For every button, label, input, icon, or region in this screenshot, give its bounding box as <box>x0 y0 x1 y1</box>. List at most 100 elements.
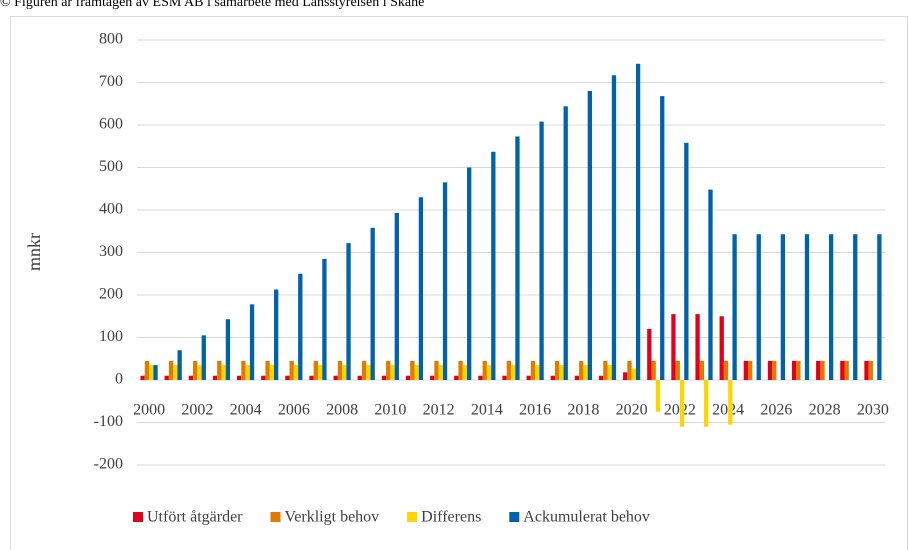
legend-label: Ackumulerat behov <box>523 509 650 526</box>
bar <box>249 304 255 380</box>
bar <box>390 365 395 380</box>
legend-label: Differens <box>421 509 481 526</box>
bar <box>467 167 472 380</box>
bar <box>554 360 560 380</box>
bar <box>381 375 387 380</box>
bar <box>486 365 492 380</box>
bar <box>269 365 275 380</box>
bar <box>298 273 303 380</box>
bar <box>675 360 680 380</box>
bar <box>405 375 411 380</box>
bar <box>221 365 226 380</box>
bar <box>462 365 468 380</box>
bar <box>791 360 797 380</box>
bar <box>430 375 435 380</box>
bar <box>864 360 869 380</box>
x-tick-label: 2010 <box>374 402 406 419</box>
bar <box>274 289 279 380</box>
bar <box>212 375 218 380</box>
x-tick-label: 2018 <box>567 402 599 419</box>
bar <box>550 375 555 380</box>
bar <box>828 234 834 380</box>
y-tick-label: -100 <box>94 413 123 430</box>
bar <box>293 365 299 380</box>
bar <box>623 372 628 380</box>
bar <box>370 227 375 380</box>
bar <box>386 360 391 380</box>
bar <box>511 365 516 380</box>
bar <box>502 375 507 380</box>
bar <box>804 234 810 380</box>
bar <box>225 319 231 380</box>
bar <box>756 234 761 380</box>
bar <box>723 360 729 380</box>
bar <box>342 365 347 380</box>
bar <box>361 360 367 380</box>
bar <box>414 365 419 380</box>
bar <box>651 360 656 380</box>
bar <box>695 314 700 380</box>
bar <box>193 360 198 380</box>
bar <box>309 375 314 380</box>
y-tick-label: 200 <box>99 286 123 303</box>
bar <box>583 365 588 380</box>
bar <box>144 360 150 380</box>
bar <box>366 365 371 380</box>
bar <box>149 365 154 380</box>
bar <box>177 350 182 380</box>
legend-label: Utfört åtgärder <box>147 509 243 526</box>
bar <box>168 360 174 380</box>
bar <box>728 380 733 425</box>
x-tick-label: 2016 <box>519 402 551 419</box>
bar <box>530 360 536 380</box>
bar <box>747 360 753 380</box>
bar <box>394 212 399 380</box>
bar <box>631 368 636 380</box>
x-tick-label: 2014 <box>471 402 503 419</box>
bar <box>796 360 801 380</box>
bar <box>660 96 665 380</box>
chart-border <box>10 16 908 550</box>
y-tick-label: 0 <box>115 371 123 388</box>
bar <box>410 360 415 380</box>
legend-swatch <box>509 512 520 522</box>
x-tick-label: 2004 <box>230 402 262 419</box>
legend-swatch <box>133 512 143 522</box>
bar <box>767 360 773 380</box>
y-tick-label: 400 <box>99 201 123 218</box>
bar <box>535 365 540 380</box>
chart-title: © Figuren är framtagen av ESM AB i samar… <box>0 0 424 10</box>
bar <box>153 365 158 380</box>
bar <box>458 360 463 380</box>
bar <box>704 380 709 427</box>
bar <box>607 365 612 380</box>
bar <box>357 375 362 380</box>
bar <box>559 365 564 380</box>
bar <box>579 360 584 380</box>
y-tick-label: 300 <box>99 243 123 260</box>
y-tick-label: 600 <box>99 116 123 133</box>
bar <box>603 360 608 380</box>
bar <box>816 360 821 380</box>
bar <box>647 329 652 380</box>
bar <box>201 335 206 380</box>
x-tick-label: 2000 <box>133 402 165 419</box>
x-tick-label: 2006 <box>278 402 310 419</box>
y-tick-label: 800 <box>99 31 123 48</box>
bar <box>140 375 145 380</box>
x-tick-label: 2008 <box>326 402 358 419</box>
bar <box>317 365 323 380</box>
y-tick-label: 700 <box>99 73 123 90</box>
bar <box>333 375 338 380</box>
x-tick-label: 2020 <box>616 402 648 419</box>
bar <box>611 75 617 381</box>
bar <box>679 380 685 427</box>
bar <box>719 316 724 380</box>
bar <box>853 234 858 380</box>
y-axis-label: mnkr <box>24 233 44 271</box>
bar <box>454 375 459 380</box>
bar <box>820 360 825 380</box>
bar <box>684 142 689 380</box>
bar <box>434 360 439 380</box>
